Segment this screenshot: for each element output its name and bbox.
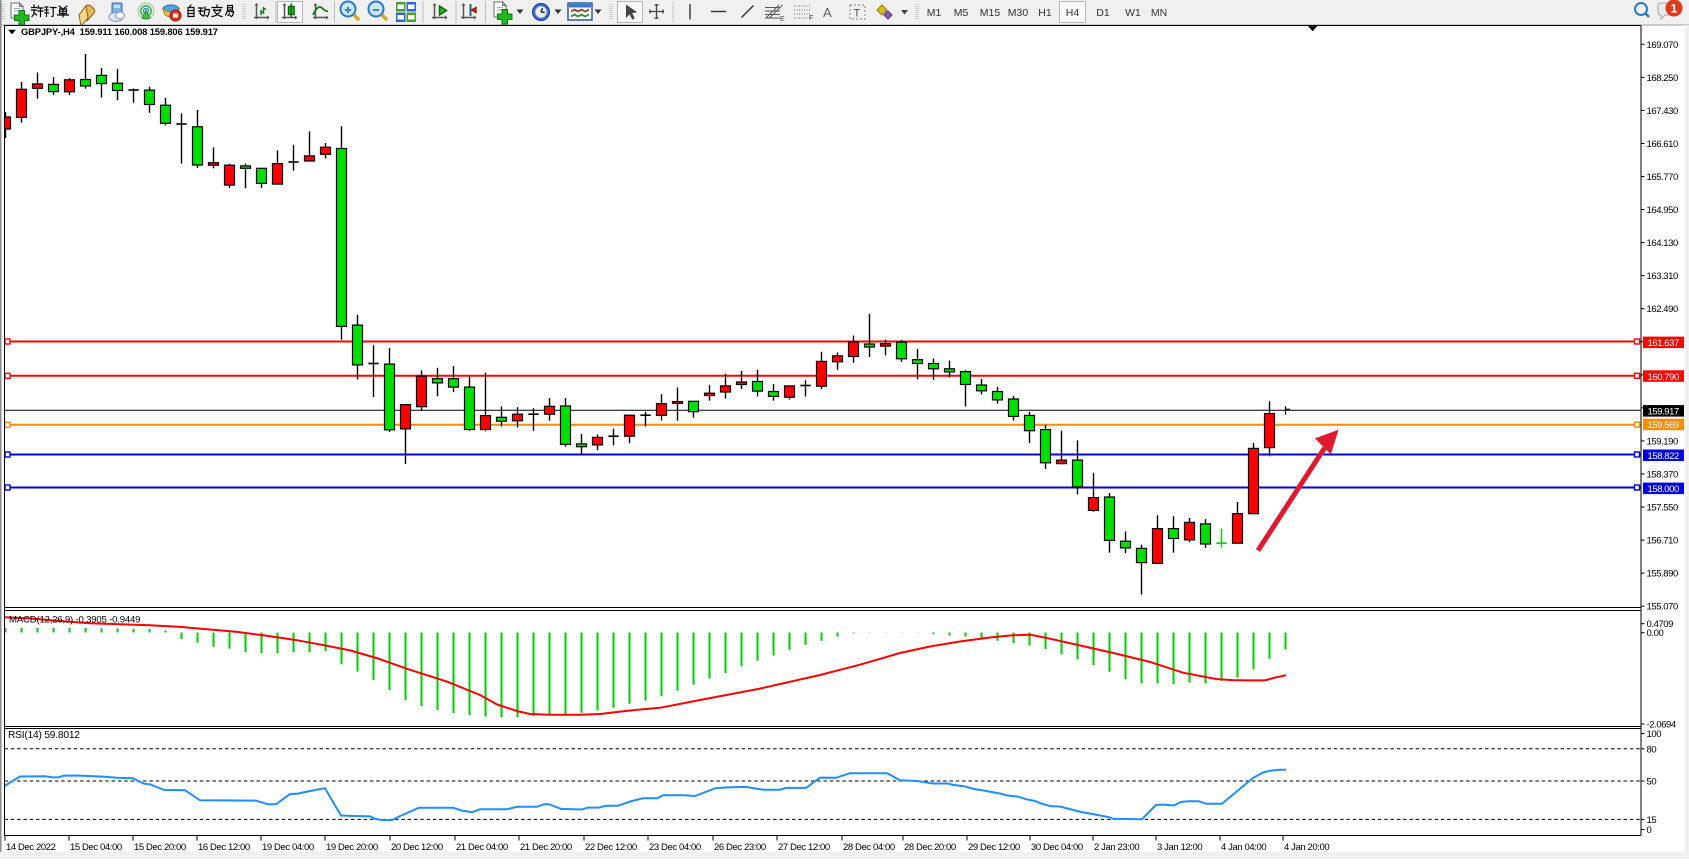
svg-text:1: 1 — [1671, 2, 1678, 16]
svg-text:159.569: 159.569 — [1648, 420, 1680, 431]
svg-text:MACD(12,26,9) -0.3905 -0.9449: MACD(12,26,9) -0.3905 -0.9449 — [9, 615, 140, 626]
svg-text:19 Dec 04:00: 19 Dec 04:00 — [262, 842, 314, 853]
svg-text:28 Dec 04:00: 28 Dec 04:00 — [843, 842, 895, 853]
svg-text:157.550: 157.550 — [1647, 503, 1679, 514]
svg-text:168.250: 168.250 — [1647, 73, 1679, 84]
svg-text:W1: W1 — [1125, 7, 1141, 19]
svg-text:M30: M30 — [1008, 7, 1029, 19]
svg-text:RSI(14) 59.8012: RSI(14) 59.8012 — [8, 730, 80, 741]
svg-text:2 Jan 23:00: 2 Jan 23:00 — [1094, 842, 1139, 853]
svg-text:28 Dec 20:00: 28 Dec 20:00 — [904, 842, 956, 853]
svg-text:161.637: 161.637 — [1648, 338, 1680, 349]
svg-text:26 Dec 23:00: 26 Dec 23:00 — [714, 842, 766, 853]
svg-text:4 Jan 04:00: 4 Jan 04:00 — [1221, 842, 1266, 853]
svg-text:D1: D1 — [1096, 7, 1110, 19]
svg-text:155.070: 155.070 — [1647, 602, 1679, 613]
svg-text:MN: MN — [1151, 7, 1167, 19]
svg-text:160.790: 160.790 — [1648, 372, 1680, 383]
svg-text:159.917: 159.917 — [1648, 407, 1680, 418]
svg-text:0: 0 — [1647, 825, 1652, 836]
svg-text:21 Dec 04:00: 21 Dec 04:00 — [456, 842, 508, 853]
svg-text:23 Dec 04:00: 23 Dec 04:00 — [649, 842, 701, 853]
svg-text:159.190: 159.190 — [1647, 436, 1679, 447]
svg-text:162.490: 162.490 — [1647, 304, 1679, 315]
svg-text:T: T — [854, 8, 861, 20]
svg-text:80: 80 — [1647, 744, 1657, 755]
svg-text:M1: M1 — [927, 7, 942, 19]
svg-text:F: F — [809, 15, 813, 22]
svg-text:M15: M15 — [980, 7, 1001, 19]
svg-text:100: 100 — [1647, 729, 1662, 740]
svg-text:4 Jan 20:00: 4 Jan 20:00 — [1284, 842, 1329, 853]
svg-text:M5: M5 — [954, 7, 969, 19]
svg-text:22 Dec 12:00: 22 Dec 12:00 — [585, 842, 637, 853]
svg-text:GBPJPY-,H4 159.911 160.008 15: GBPJPY-,H4 159.911 160.008 159.806 159.9… — [21, 26, 218, 37]
svg-text:3 Jan 12:00: 3 Jan 12:00 — [1157, 842, 1202, 853]
svg-text:A: A — [823, 5, 832, 20]
svg-text:167.430: 167.430 — [1647, 106, 1679, 117]
svg-text:E: E — [780, 16, 785, 23]
svg-text:164.950: 164.950 — [1647, 205, 1679, 216]
svg-text:158.000: 158.000 — [1648, 484, 1680, 495]
svg-text:0.4709: 0.4709 — [1647, 619, 1674, 630]
svg-text:0.00: 0.00 — [1647, 628, 1664, 639]
svg-text:15: 15 — [1647, 815, 1657, 826]
svg-text:14 Dec 2022: 14 Dec 2022 — [6, 842, 56, 853]
svg-text:158.370: 158.370 — [1647, 469, 1679, 480]
svg-text:16 Dec 12:00: 16 Dec 12:00 — [198, 842, 250, 853]
svg-text:15 Dec 04:00: 15 Dec 04:00 — [70, 842, 122, 853]
svg-text:163.310: 163.310 — [1647, 271, 1679, 282]
svg-text:169.070: 169.070 — [1647, 40, 1679, 51]
svg-text:156.710: 156.710 — [1647, 536, 1679, 547]
svg-text:50: 50 — [1647, 777, 1657, 788]
svg-text:158.822: 158.822 — [1648, 451, 1680, 462]
svg-text:30 Dec 04:00: 30 Dec 04:00 — [1031, 842, 1083, 853]
svg-text:27 Dec 12:00: 27 Dec 12:00 — [778, 842, 830, 853]
svg-text:H1: H1 — [1038, 7, 1052, 19]
svg-text:29 Dec 12:00: 29 Dec 12:00 — [968, 842, 1020, 853]
svg-text:-2.0694: -2.0694 — [1647, 720, 1676, 731]
svg-text:165.770: 165.770 — [1647, 172, 1679, 183]
svg-text:155.890: 155.890 — [1647, 569, 1679, 580]
svg-text:21 Dec 20:00: 21 Dec 20:00 — [520, 842, 572, 853]
svg-text:166.610: 166.610 — [1647, 139, 1679, 150]
svg-text:164.130: 164.130 — [1647, 238, 1679, 249]
svg-text:20 Dec 12:00: 20 Dec 12:00 — [391, 842, 443, 853]
svg-text:H4: H4 — [1066, 7, 1080, 19]
svg-text:19 Dec 20:00: 19 Dec 20:00 — [326, 842, 378, 853]
svg-text:15 Dec 20:00: 15 Dec 20:00 — [134, 842, 186, 853]
